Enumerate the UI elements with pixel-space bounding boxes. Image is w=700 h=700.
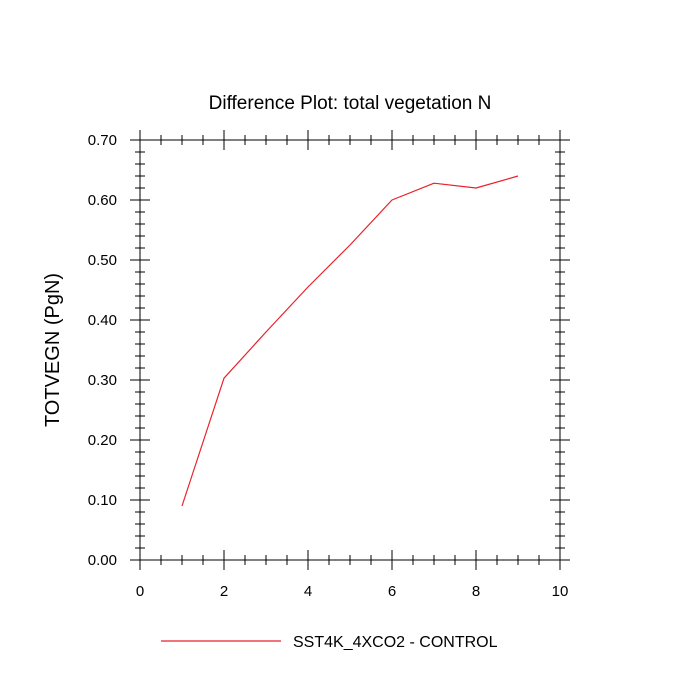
x-tick-label: 2 [220, 583, 228, 600]
y-tick-label: 0.40 [88, 312, 117, 329]
x-tick-label: 6 [388, 583, 396, 600]
tick-labels: 0 2 4 6 8 10 0.00 0.10 0.20 0.30 0.40 0.50 0.60 0.70 [88, 132, 569, 600]
y-tick-label: 0.00 [88, 552, 117, 569]
series-line-0 [181, 175, 519, 507]
y-tick-label: 0.70 [88, 132, 117, 149]
chart-title: Difference Plot: total vegetation N [209, 93, 492, 114]
y-tick-label: 0.20 [88, 432, 117, 449]
axis-ticks [130, 130, 570, 570]
y-tick-label: 0.30 [88, 372, 117, 389]
y-tick-label: 0.60 [88, 192, 117, 209]
y-tick-label: 0.50 [88, 252, 117, 269]
x-tick-label: 4 [304, 583, 312, 600]
legend: SST4K_4XCO2 - CONTROL [161, 634, 498, 651]
x-tick-label: 8 [472, 583, 480, 600]
plot-frame [139, 139, 561, 561]
x-tick-label: 10 [552, 583, 569, 600]
series-lines [181, 175, 519, 507]
y-axis-label: TOTVEGN (PgN) [42, 273, 64, 427]
y-tick-label: 0.10 [88, 492, 117, 509]
legend-label: SST4K_4XCO2 - CONTROL [293, 634, 498, 651]
x-tick-label: 0 [136, 583, 144, 600]
